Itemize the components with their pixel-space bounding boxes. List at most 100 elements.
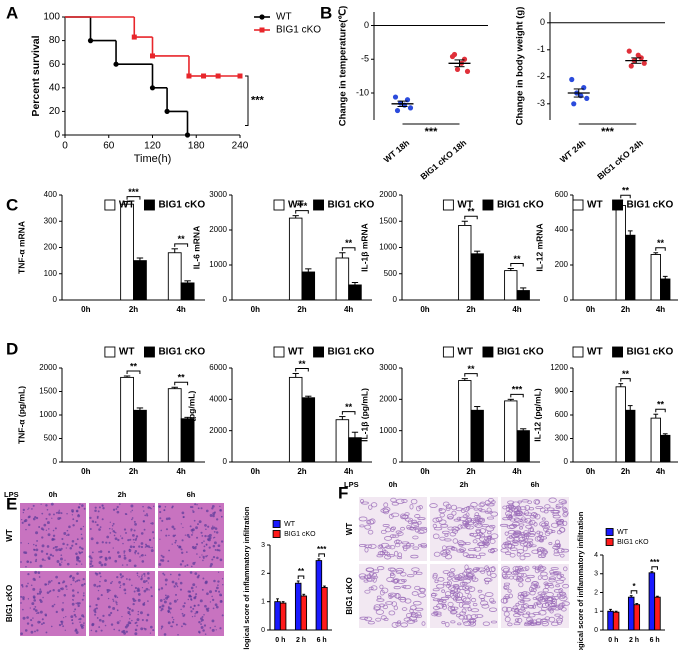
texture xyxy=(518,582,524,588)
texture xyxy=(501,566,510,572)
texture xyxy=(211,507,214,510)
texture xyxy=(69,574,73,578)
significance-label: *** xyxy=(512,385,523,395)
texture xyxy=(219,509,223,512)
texture xyxy=(189,571,193,574)
texture xyxy=(81,551,84,554)
texture xyxy=(190,599,193,601)
texture xyxy=(136,618,140,622)
texture xyxy=(412,600,422,606)
texture xyxy=(432,572,438,578)
x-tick-label: 0 h xyxy=(608,637,618,644)
texture xyxy=(37,611,40,615)
texture xyxy=(486,570,492,576)
texture xyxy=(471,577,479,583)
texture xyxy=(208,533,212,537)
texture xyxy=(167,610,171,613)
texture xyxy=(456,587,461,593)
texture xyxy=(82,577,85,581)
column-label: 2h xyxy=(460,480,469,489)
texture xyxy=(79,617,82,621)
texture xyxy=(167,621,171,625)
texture xyxy=(447,526,455,531)
texture xyxy=(34,605,37,608)
texture xyxy=(82,525,85,528)
texture xyxy=(48,557,51,561)
texture xyxy=(518,523,525,527)
texture xyxy=(123,552,125,554)
texture xyxy=(521,572,527,578)
significance-bracket xyxy=(464,215,478,220)
texture xyxy=(181,511,185,515)
texture xyxy=(204,581,208,585)
texture xyxy=(206,555,209,557)
texture xyxy=(201,554,203,556)
texture xyxy=(51,517,53,519)
texture xyxy=(200,507,203,510)
x-tick-label: 2h xyxy=(129,305,138,314)
texture xyxy=(162,572,165,575)
texture xyxy=(195,586,197,588)
texture xyxy=(123,556,127,560)
texture xyxy=(81,583,84,587)
texture xyxy=(27,516,30,519)
texture xyxy=(192,510,195,514)
texture xyxy=(451,526,459,532)
y-tick-label: 1 xyxy=(261,599,265,606)
texture xyxy=(70,615,74,619)
texture xyxy=(474,614,484,619)
panel-label: D xyxy=(6,339,18,358)
significance-label: ** xyxy=(622,369,630,379)
texture xyxy=(165,534,168,537)
texture xyxy=(55,575,58,579)
texture xyxy=(95,630,98,633)
texture xyxy=(561,500,567,505)
texture xyxy=(440,596,450,600)
texture xyxy=(414,614,423,619)
y-tick-label: 3 xyxy=(594,571,598,578)
texture xyxy=(473,546,482,552)
texture xyxy=(370,585,378,591)
texture xyxy=(142,510,145,512)
y-tick-label: 0 xyxy=(223,457,228,466)
texture xyxy=(39,588,42,591)
legend-label: WT xyxy=(119,347,135,358)
texture xyxy=(62,625,65,628)
significance-label: ** xyxy=(657,238,665,248)
texture xyxy=(204,604,207,608)
texture xyxy=(402,584,412,590)
texture xyxy=(401,499,408,503)
texture xyxy=(211,595,213,598)
texture xyxy=(205,555,208,558)
texture xyxy=(389,593,394,599)
texture xyxy=(188,536,191,539)
y-tick-label: -1 xyxy=(537,44,545,54)
texture xyxy=(143,572,146,576)
texture xyxy=(179,588,183,591)
texture xyxy=(115,600,117,602)
legend-label: BIG1 cKO xyxy=(627,347,674,358)
texture xyxy=(548,616,556,623)
texture xyxy=(147,506,150,509)
texture xyxy=(150,549,154,553)
texture xyxy=(141,560,145,563)
texture xyxy=(111,581,113,583)
texture xyxy=(212,607,215,610)
texture xyxy=(551,605,557,610)
texture xyxy=(167,517,171,520)
texture xyxy=(452,529,459,534)
y-tick-label: 2000 xyxy=(209,426,227,435)
texture xyxy=(559,595,568,602)
texture xyxy=(450,590,456,594)
bar xyxy=(627,596,635,631)
texture xyxy=(203,540,205,542)
texture xyxy=(478,517,485,522)
texture xyxy=(69,546,73,550)
texture xyxy=(218,590,221,593)
legend-label: BIG1 cKO xyxy=(276,25,321,36)
texture xyxy=(120,584,122,587)
texture xyxy=(71,589,75,592)
texture xyxy=(212,544,216,548)
texture xyxy=(96,517,99,519)
